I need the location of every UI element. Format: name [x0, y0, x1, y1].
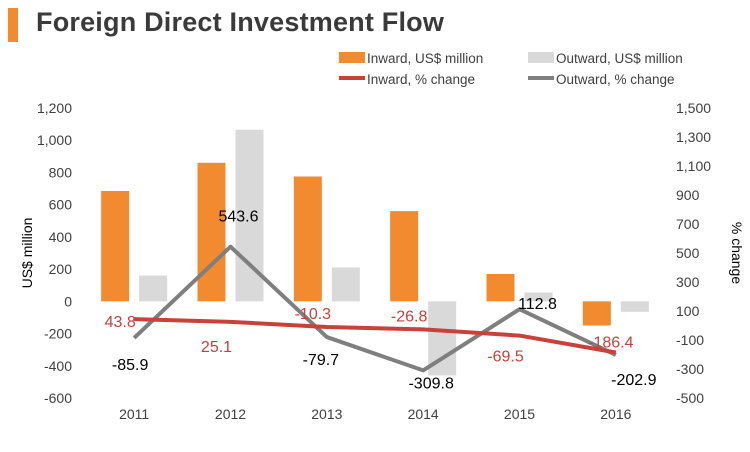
label-outward-pct: -202.9 [611, 372, 656, 389]
right-tick-label: 500 [676, 245, 700, 261]
x-tick-label: 2012 [215, 406, 246, 422]
right-tick-label: 100 [676, 303, 700, 319]
bar-inward [486, 273, 515, 302]
bar-outward [139, 275, 168, 302]
left-tick-label: 800 [49, 164, 73, 180]
left-tick-label: -400 [44, 358, 72, 374]
legend-swatch-inward-bar [339, 52, 365, 63]
label-inward-pct: 25.1 [201, 339, 232, 356]
left-tick-label: 1,200 [37, 100, 72, 116]
left-tick-label: 1,000 [37, 132, 72, 148]
left-tick-label: -600 [44, 390, 72, 406]
bars [101, 129, 649, 376]
legend-label-inward-bar: Inward, US$ million [367, 51, 483, 66]
title-accent-bar [8, 8, 18, 42]
y-axis-title: US$ million [19, 218, 35, 289]
legend: Inward, US$ million Outward, US$ million I… [339, 51, 683, 87]
right-tick-label: -500 [676, 390, 704, 406]
y2-axis-title: % change [729, 222, 745, 284]
right-tick-label: 300 [676, 274, 700, 290]
label-inward-pct: -10.3 [295, 306, 332, 323]
lines [132, 244, 617, 373]
label-inward-pct: -186.4 [588, 335, 633, 352]
bar-outward [331, 267, 360, 302]
x-tick-label: 2013 [311, 406, 342, 422]
right-tick-label: 700 [676, 216, 700, 232]
right-tick-label: 1,100 [676, 158, 711, 174]
left-tick-label: 200 [49, 261, 73, 277]
bar-inward [197, 162, 226, 302]
label-outward-pct: -79.7 [303, 352, 340, 369]
legend-label-outward-line: Outward, % change [556, 72, 675, 87]
bar-inward [293, 176, 322, 302]
x-axis: 2011 2012 2013 2014 2015 2016 [119, 406, 632, 422]
bar-inward [390, 211, 419, 302]
page-title: Foreign Direct Investment Flow [36, 7, 445, 37]
label-outward-pct: -85.9 [112, 357, 149, 374]
legend-swatch-outward-bar [528, 52, 554, 63]
x-tick-label: 2015 [504, 406, 535, 422]
x-tick-label: 2016 [600, 406, 631, 422]
label-outward-pct: 543.6 [218, 209, 258, 226]
right-tick-label: 1,500 [676, 100, 711, 116]
label-inward-pct: 43.8 [105, 314, 136, 331]
title-block: Foreign Direct Investment Flow [0, 0, 750, 50]
right-axis: 1,500 1,300 1,100 900 700 500 300 100 -100 -300 -5… [676, 100, 745, 406]
left-tick-label: 0 [64, 293, 72, 309]
label-outward-pct: -309.8 [408, 375, 453, 392]
right-tick-label: 900 [676, 187, 700, 203]
label-inward-pct: -69.5 [487, 349, 524, 366]
bar-outward [620, 301, 649, 312]
data-labels: 43.8 25.1 -10.3 -26.8 -69.5 -186.4 -85.9 543.6 -… [105, 209, 657, 393]
left-tick-label: 600 [49, 197, 73, 213]
right-tick-label: -100 [676, 332, 704, 348]
legend-label-outward-bar: Outward, US$ million [556, 51, 683, 66]
x-tick-label: 2011 [119, 406, 149, 422]
left-tick-label: 400 [49, 229, 73, 245]
bar-inward [101, 190, 130, 302]
label-outward-pct: 112.8 [518, 296, 557, 313]
x-tick-label: 2014 [408, 406, 439, 422]
right-tick-label: 1,300 [676, 129, 711, 145]
left-axis: 1,200 1,000 800 600 400 200 0 -200 -400 -600 US$ m… [19, 100, 72, 406]
left-tick-label: -200 [44, 326, 72, 342]
label-inward-pct: -26.8 [391, 308, 428, 325]
bar-outward [524, 292, 553, 302]
legend-label-inward-line: Inward, % change [367, 72, 475, 87]
bar-inward [582, 301, 611, 326]
line-outward-pct [132, 244, 617, 373]
right-tick-label: -300 [676, 361, 704, 377]
line-inward-pct [134, 317, 617, 355]
